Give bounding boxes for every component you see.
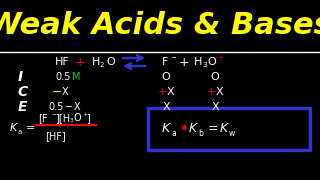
Text: X: X <box>167 87 175 97</box>
Bar <box>148 108 310 150</box>
Text: 0.5: 0.5 <box>55 72 70 82</box>
Text: a: a <box>18 129 22 135</box>
Text: =: = <box>26 123 36 133</box>
Text: O: O <box>162 72 170 82</box>
Text: K: K <box>10 123 17 133</box>
Text: +: + <box>82 111 87 116</box>
Text: +: + <box>217 55 223 61</box>
Text: ]: ] <box>86 113 90 123</box>
Text: O: O <box>74 113 82 123</box>
Text: +: + <box>158 87 167 97</box>
Text: M: M <box>72 72 81 82</box>
Text: 2: 2 <box>100 62 104 68</box>
Text: w: w <box>229 129 235 138</box>
Text: +: + <box>207 87 216 97</box>
Text: X: X <box>74 102 81 112</box>
Text: •: • <box>180 122 189 136</box>
Text: 3: 3 <box>70 118 74 123</box>
Text: ][H: ][H <box>55 113 70 123</box>
Text: +: + <box>179 55 189 69</box>
Text: C: C <box>18 85 28 99</box>
Text: O: O <box>106 57 115 67</box>
Text: HF: HF <box>55 57 69 67</box>
Text: 0.5: 0.5 <box>48 102 63 112</box>
Text: [HF]: [HF] <box>46 131 66 141</box>
Text: I: I <box>18 70 23 84</box>
Text: K: K <box>189 123 197 136</box>
Text: X: X <box>216 87 224 97</box>
Text: 3: 3 <box>202 62 206 68</box>
Text: K: K <box>162 123 170 136</box>
Text: −: − <box>65 102 73 112</box>
Text: a: a <box>171 129 176 138</box>
Text: O: O <box>207 57 216 67</box>
Text: X: X <box>211 102 219 112</box>
Text: H: H <box>92 57 100 67</box>
Text: [F: [F <box>38 113 47 123</box>
Text: −: − <box>170 55 176 61</box>
Text: b: b <box>198 129 203 138</box>
Text: F: F <box>162 57 168 67</box>
Text: E: E <box>18 100 28 114</box>
Text: X: X <box>62 87 68 97</box>
Text: O: O <box>211 72 220 82</box>
Text: Weak Acids & Bases: Weak Acids & Bases <box>0 10 320 39</box>
Text: −: − <box>51 111 56 116</box>
Text: X: X <box>162 102 170 112</box>
Text: −: − <box>52 86 62 98</box>
Text: +: + <box>75 55 85 69</box>
Text: H: H <box>194 57 202 67</box>
Text: K: K <box>220 123 228 136</box>
Text: =: = <box>208 123 219 136</box>
